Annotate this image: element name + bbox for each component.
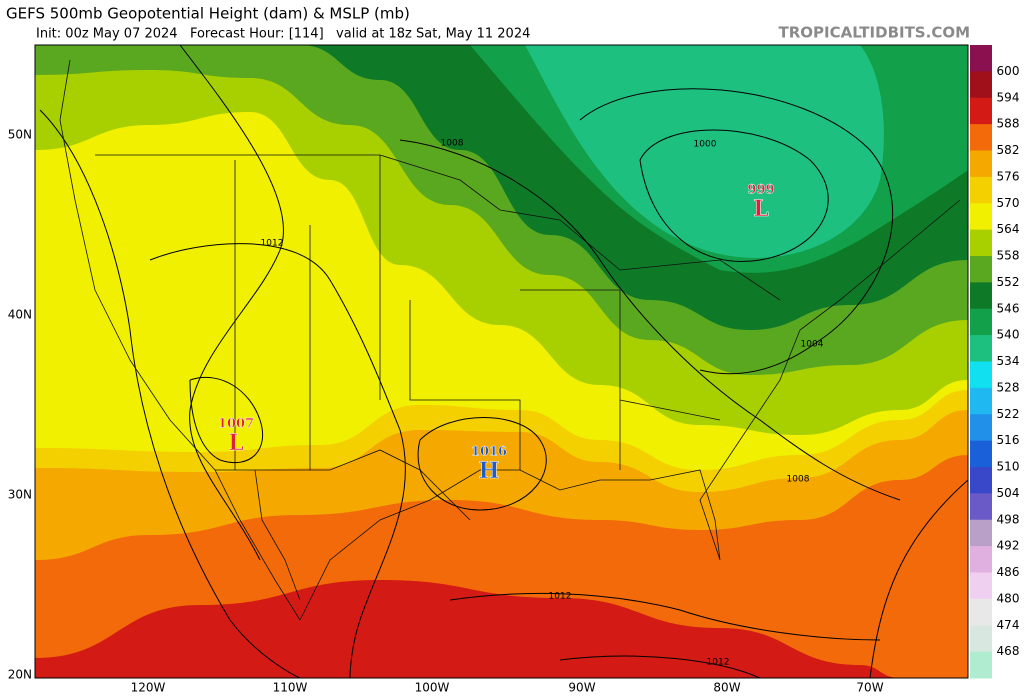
colorbar-label: 558	[997, 249, 1020, 263]
lon-label: 70W	[856, 681, 883, 695]
lat-label: 20N	[8, 668, 32, 682]
colorbar-cell	[970, 71, 992, 99]
center-letter: L	[753, 196, 768, 222]
colorbar-label: 564	[997, 222, 1020, 236]
colorbar-cell	[970, 361, 992, 389]
colorbar-label: 480	[997, 591, 1020, 605]
center-value: 999	[747, 183, 774, 198]
colorbar-cell	[970, 598, 992, 626]
colorbar-label: 528	[997, 380, 1020, 394]
lon-label: 110W	[273, 681, 308, 695]
contour-label: 1012	[549, 592, 572, 602]
colorbar: 600 594 588 582 576 570 564 558 552 546 540 534 528 5…	[970, 45, 1019, 679]
colorbar-label: 534	[997, 354, 1020, 368]
center-letter: L	[228, 430, 243, 456]
coastline	[59, 59, 961, 621]
center-value: 1016	[471, 445, 507, 460]
isobar	[149, 243, 406, 678]
lines	[39, 45, 968, 678]
colorbar-cell	[970, 493, 992, 521]
lat-label: 30N	[8, 488, 32, 502]
colorbar-cell	[970, 97, 992, 125]
isobar	[179, 45, 284, 561]
lon-label: 80W	[713, 681, 740, 695]
colorbar-label: 600	[997, 64, 1020, 78]
colorbar-cell	[970, 651, 992, 679]
colorbar-cell	[970, 467, 992, 494]
contour-label: 1012	[261, 239, 284, 249]
colorbar-label: 504	[997, 486, 1020, 500]
colorbar-cell	[970, 256, 992, 283]
isobar	[417, 417, 547, 511]
colorbar-cell	[970, 625, 992, 653]
colorbar-label: 522	[997, 407, 1020, 421]
band	[525, 45, 884, 258]
colorbar-label: 588	[997, 117, 1020, 131]
isobar	[869, 479, 968, 678]
colorbar-label: 468	[997, 644, 1020, 658]
colorbar-cell	[970, 282, 992, 310]
subtitle: Init: 00z May 07 2024 Forecast Hour: [11…	[36, 27, 530, 42]
map-frame	[34, 44, 969, 679]
colorbar-cell	[970, 45, 992, 72]
contour-label: 1008	[441, 139, 464, 149]
colorbar-label: 576	[997, 169, 1020, 183]
colorbar-label: 492	[997, 539, 1020, 553]
lon-label: 100W	[415, 681, 450, 695]
colorbar-label: 546	[997, 301, 1020, 315]
colorbar-label: 516	[997, 433, 1020, 447]
isobar	[639, 129, 829, 262]
contour-label: 1012	[707, 658, 730, 668]
colorbar-cell	[970, 150, 992, 178]
colorbar-label: 486	[997, 565, 1020, 579]
lat-label: 40N	[8, 308, 32, 322]
colorbar-cell	[970, 229, 992, 257]
colorbar-label: 510	[997, 460, 1020, 474]
colorbar-cell	[970, 124, 992, 151]
height-bands	[35, 45, 968, 678]
lon-label: 90W	[568, 681, 595, 695]
isobar	[579, 88, 894, 375]
colorbar-cell	[970, 440, 992, 468]
isobar	[449, 592, 881, 678]
colorbar-cell	[970, 176, 992, 204]
isobar	[399, 139, 901, 501]
colorbar-cell	[970, 414, 992, 442]
colorbar-label: 474	[997, 618, 1020, 632]
colorbar-label: 498	[997, 512, 1020, 526]
colorbar-cell	[970, 203, 992, 231]
contour-label: 1004	[801, 340, 824, 350]
title: GEFS 500mb Geopotential Height (dam) & M…	[6, 5, 410, 23]
center-value: 1007	[218, 417, 254, 432]
lon-label: 120W	[131, 681, 166, 695]
colorbar-cell	[970, 546, 992, 573]
colorbar-label: 570	[997, 196, 1020, 210]
contour-label: 1000	[694, 140, 717, 150]
colorbar-cell	[970, 335, 992, 362]
colorbar-cell	[970, 572, 992, 600]
colorbar-cell	[970, 308, 992, 336]
center-letter: H	[479, 458, 500, 484]
colorbar-cell	[970, 519, 992, 547]
credit: TROPICALTIDBITS.COM	[779, 24, 971, 42]
isobar	[39, 109, 301, 678]
colorbar-label: 582	[997, 143, 1020, 157]
colorbar-label: 540	[997, 328, 1020, 342]
contour-label: 1008	[787, 475, 810, 485]
lat-label: 50N	[8, 128, 32, 142]
border	[95, 154, 781, 521]
colorbar-label: 594	[997, 90, 1020, 104]
colorbar-cell	[970, 387, 992, 415]
isobar	[189, 376, 264, 464]
colorbar-label: 552	[997, 275, 1020, 289]
